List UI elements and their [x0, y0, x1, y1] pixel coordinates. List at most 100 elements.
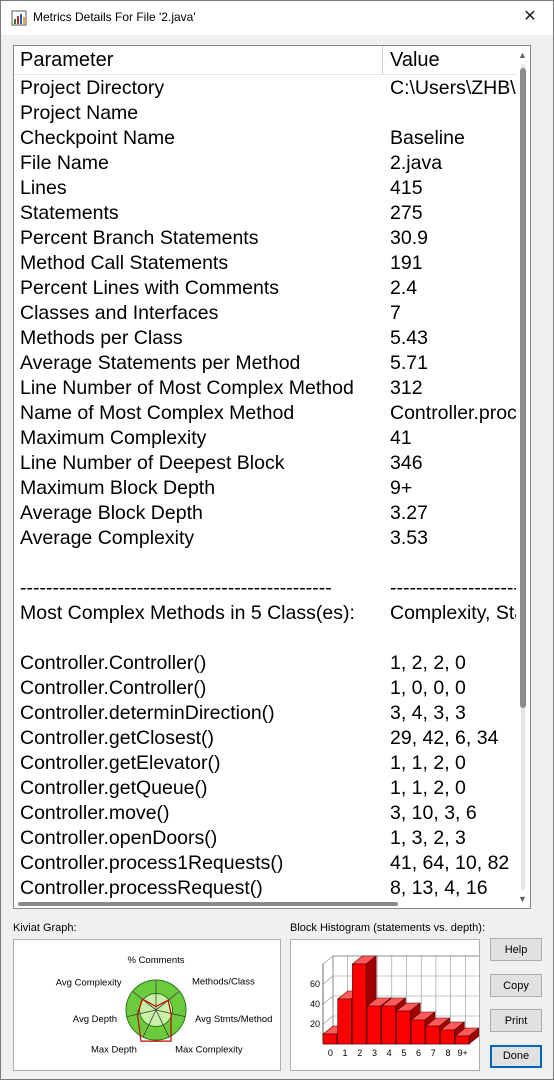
table-row[interactable]: Controller.processRequest() 8, 13, 4, 16: [14, 876, 530, 901]
table-row[interactable]: ----------------------------------------…: [14, 576, 530, 601]
parameter-cell: ----------------------------------------…: [20, 577, 332, 599]
table-row[interactable]: Line Number of Deepest Block 346: [14, 451, 530, 476]
table-row[interactable]: Average Statements per Method 5.71: [14, 351, 530, 376]
table-row[interactable]: Controller.Controller() 1, 2, 2, 0: [14, 651, 530, 676]
value-cell: 30.9: [390, 227, 428, 249]
value-cell: 41: [390, 427, 412, 449]
histogram-xtick-label: 5: [401, 1048, 406, 1058]
table-row[interactable]: File Name 2.java: [14, 151, 530, 176]
value-cell: 41, 64, 10, 82: [390, 852, 510, 874]
table-row[interactable]: Project Name: [14, 101, 530, 126]
horizontal-scroll-thumb[interactable]: [18, 902, 398, 906]
table-row[interactable]: Controller.determinDirection() 3, 4, 3, 3: [14, 701, 530, 726]
table-row[interactable]: Controller.openDoors() 1, 3, 2, 3: [14, 826, 530, 851]
table-row[interactable]: Line Number of Most Complex Method 312: [14, 376, 530, 401]
help-button[interactable]: Help: [490, 938, 542, 961]
window-title: Metrics Details For File '2.java': [33, 10, 196, 24]
parameter-cell: Controller.getElevator(): [20, 752, 221, 774]
value-cell: 5.43: [390, 327, 428, 349]
print-button[interactable]: Print: [490, 1009, 542, 1032]
histogram-ytick-label: 40: [310, 999, 320, 1009]
histogram-xtick-label: 9+: [458, 1048, 468, 1058]
table-row[interactable]: Percent Branch Statements 30.9: [14, 226, 530, 251]
column-divider[interactable]: [382, 46, 383, 74]
table-row[interactable]: [14, 626, 530, 651]
parameter-cell: Controller.move(): [20, 802, 170, 824]
table-row[interactable]: Maximum Block Depth 9+: [14, 476, 530, 501]
scroll-down-icon[interactable]: ▼: [518, 894, 527, 904]
table-row[interactable]: Average Block Depth 3.27: [14, 501, 530, 526]
table-row[interactable]: Controller.Controller() 1, 0, 0, 0: [14, 676, 530, 701]
column-header-value[interactable]: Value: [390, 49, 440, 71]
parameter-cell: Average Block Depth: [20, 502, 203, 524]
column-header-parameter[interactable]: Parameter: [20, 49, 114, 71]
kiviat-axis-label: Avg Stmts/Method: [195, 1014, 272, 1025]
table-row[interactable]: [14, 551, 530, 576]
parameter-cell: Classes and Interfaces: [20, 302, 219, 324]
parameter-cell: Methods per Class: [20, 327, 183, 349]
value-cell: Baseline: [390, 127, 465, 149]
table-row[interactable]: Methods per Class 5.43: [14, 326, 530, 351]
parameter-cell: Controller.determinDirection(): [20, 702, 275, 724]
table-row[interactable]: Controller.getElevator() 1, 1, 2, 0: [14, 751, 530, 776]
parameter-cell: File Name: [20, 152, 109, 174]
close-button[interactable]: ✕: [507, 1, 553, 35]
table-row[interactable]: Statements 275: [14, 201, 530, 226]
table-row[interactable]: Controller.process1Requests() 41, 64, 10,…: [14, 851, 530, 876]
table-row[interactable]: Controller.getQueue() 1, 1, 2, 0: [14, 776, 530, 801]
parameter-cell: Most Complex Methods in 5 Class(es):: [20, 602, 355, 624]
kiviat-polygon: [136, 998, 172, 1042]
table-row[interactable]: Maximum Complexity 41: [14, 426, 530, 451]
table-row[interactable]: Project Directory C:\Users\ZHB\D: [14, 76, 530, 101]
scroll-thumb[interactable]: [520, 68, 526, 708]
scroll-up-icon[interactable]: ▲: [518, 50, 527, 60]
value-cell: 346: [390, 452, 423, 474]
value-cell: 3.27: [390, 502, 428, 524]
histogram-gridline: [322, 975, 334, 985]
table-row[interactable]: Controller.getClosest() 29, 42, 6, 34: [14, 726, 530, 751]
value-cell: 1, 0, 0, 0: [390, 677, 466, 699]
histogram-chart: 20 40 60 0 1 2 3 4 5 6 7 8 9+: [310, 955, 479, 1058]
table-row[interactable]: Average Complexity 3.53: [14, 526, 530, 551]
table-row[interactable]: Name of Most Complex Method Controller.pr…: [14, 401, 530, 426]
table-row[interactable]: Checkpoint Name Baseline: [14, 126, 530, 151]
parameter-cell: Controller.getQueue(): [20, 777, 208, 799]
parameter-cell: Project Directory: [20, 77, 165, 99]
table-row[interactable]: Most Complex Methods in 5 Class(es): Comp…: [14, 601, 530, 626]
kiviat-axis-label: Methods/Class: [192, 976, 255, 987]
table-row[interactable]: Method Call Statements 191: [14, 251, 530, 276]
copy-button[interactable]: Copy: [490, 974, 542, 997]
parameter-cell: Controller.openDoors(): [20, 827, 218, 849]
vertical-scrollbar[interactable]: ▲ ▼: [516, 46, 530, 908]
table-row[interactable]: Classes and Interfaces 7: [14, 301, 530, 326]
value-cell: 3.53: [390, 527, 428, 549]
histogram-xtick-label: 8: [445, 1048, 450, 1058]
kiviat-axis-label: Max Complexity: [175, 1045, 243, 1056]
table-row[interactable]: Lines 415: [14, 176, 530, 201]
value-cell: 2.java: [390, 152, 443, 174]
histogram-label: Block Histogram (statements vs. depth):: [290, 922, 486, 934]
title-bar[interactable]: Metrics Details For File '2.java' ✕: [1, 1, 553, 35]
value-cell: 29, 42, 6, 34: [390, 727, 499, 749]
value-cell: 415: [390, 177, 423, 199]
horizontal-scrollbar[interactable]: [14, 900, 516, 908]
value-cell: C:\Users\ZHB\D: [390, 77, 530, 99]
table-row[interactable]: Controller.move() 3, 10, 3, 6: [14, 801, 530, 826]
parameter-cell: Maximum Block Depth: [20, 477, 216, 499]
table-body: Project Directory C:\Users\ZHB\D Project N…: [14, 76, 530, 908]
app-icon: [11, 10, 27, 26]
parameter-cell: Controller.Controller(): [20, 652, 207, 674]
parameter-cell: Lines: [20, 177, 67, 199]
table-row[interactable]: Percent Lines with Comments 2.4: [14, 276, 530, 301]
value-cell: ----------------------------: [390, 577, 530, 599]
parameter-cell: Controller.Controller(): [20, 677, 207, 699]
done-button[interactable]: Done: [490, 1045, 542, 1068]
parameter-cell: Statements: [20, 202, 119, 224]
histogram-xtick-label: 0: [328, 1048, 333, 1058]
parameter-cell: Name of Most Complex Method: [20, 402, 295, 424]
histogram-xtick-label: 6: [416, 1048, 421, 1058]
value-cell: 1, 1, 2, 0: [390, 777, 466, 799]
metrics-table[interactable]: Parameter Value Project Directory C:\User…: [13, 45, 531, 909]
value-cell: 3, 4, 3, 3: [390, 702, 466, 724]
